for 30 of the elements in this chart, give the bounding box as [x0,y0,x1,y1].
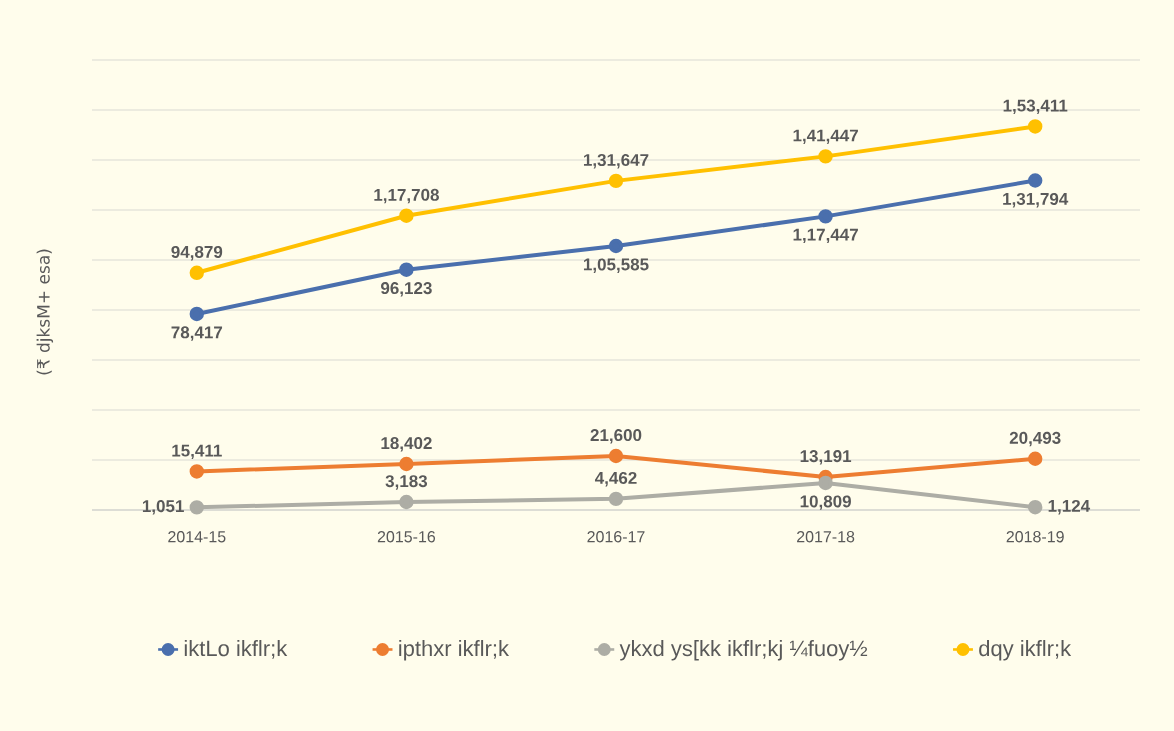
legend-label: ipthxr ikflr;k [399,640,510,661]
x-tick-label: 2016-17 [587,531,645,543]
x-tick-label: 2014-15 [168,531,226,543]
data-label: 20,493 [1009,431,1061,447]
data-label: 94,879 [171,245,223,261]
data-label: 13,191 [800,450,852,465]
data-label: 3,183 [385,475,428,490]
x-tick-label: 2015-16 [377,531,436,543]
data-label: 1,05,585 [583,258,649,273]
data-label: 15,411 [172,444,222,460]
data-label: 78,417 [171,326,223,341]
legend-label: dqy ikflr;k [979,640,1072,661]
x-tick-label: 2018-19 [1006,531,1064,543]
data-label: 10,809 [800,495,851,510]
legend-label: ykxd ys[kk ikflr;kj ¼fuoy½ [619,640,868,661]
data-label: 1,051 [142,500,184,515]
data-label: 1,41,447 [793,129,858,144]
data-label: 1,31,794 [1003,192,1069,208]
data-label: 1,17,447 [793,228,858,244]
data-label: 1,31,647 [583,153,649,169]
data-label: 18,402 [381,437,432,452]
data-label: 4,462 [594,471,637,487]
data-label: 96,123 [381,282,432,297]
data-label: 21,600 [590,429,642,444]
data-label: 1,124 [1048,499,1091,515]
data-label: 1,17,708 [374,188,439,204]
y-axis-title: (₹ djksM+ esa) [36,249,54,375]
data-label: 1,53,411 [1003,99,1068,115]
x-tick-label: 2017-18 [797,531,855,543]
legend-label: iktLo ikflr;k [184,640,288,659]
